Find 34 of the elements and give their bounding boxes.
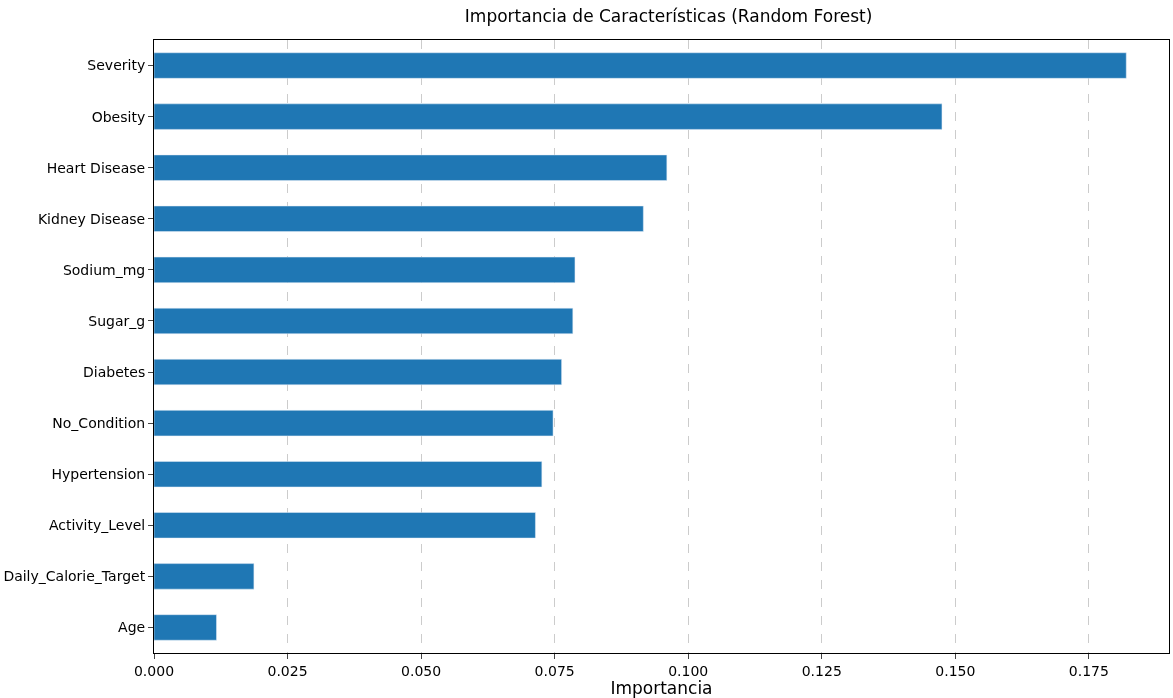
y-tick-label: Kidney Disease	[37, 210, 146, 227]
y-tick-label: Hypertension	[51, 466, 146, 483]
bar	[154, 307, 574, 334]
bar	[154, 563, 255, 590]
y-tick-label: Sodium_mg	[62, 261, 146, 278]
bar	[154, 614, 217, 641]
y-tick-label: Age	[118, 619, 146, 636]
x-tick-label: 0.000	[133, 662, 175, 679]
bar	[154, 103, 943, 130]
bar	[154, 154, 668, 181]
x-tick-label: 0.175	[1068, 662, 1109, 679]
bar	[154, 256, 576, 283]
x-tick-label: 0.100	[668, 662, 709, 679]
y-tick-label: Heart Disease	[46, 159, 146, 176]
y-tick-label: Severity	[87, 57, 146, 74]
y-tick-label: Sugar_g	[88, 312, 146, 329]
x-tick-label: 0.075	[534, 662, 575, 679]
y-tick-label: Daily_Calorie_Target	[3, 568, 146, 585]
bar	[154, 461, 543, 488]
y-tick-label: Obesity	[91, 108, 146, 125]
x-tick-label: 0.025	[267, 662, 308, 679]
x-tick-label: 0.150	[935, 662, 976, 679]
bar	[154, 410, 554, 437]
bar	[154, 205, 644, 232]
x-tick-label: 0.050	[401, 662, 442, 679]
y-tick-label: No_Condition	[52, 415, 146, 432]
y-tick-label: Activity_Level	[48, 517, 146, 534]
y-tick-label: Diabetes	[83, 363, 146, 380]
chart-title: Importancia de Características (Random Forest)	[464, 6, 873, 27]
x-axis-title: Importancia	[610, 678, 713, 698]
bar	[154, 512, 536, 539]
x-tick-label: 0.125	[801, 662, 842, 679]
bar	[154, 52, 1127, 79]
bar	[154, 359, 562, 386]
